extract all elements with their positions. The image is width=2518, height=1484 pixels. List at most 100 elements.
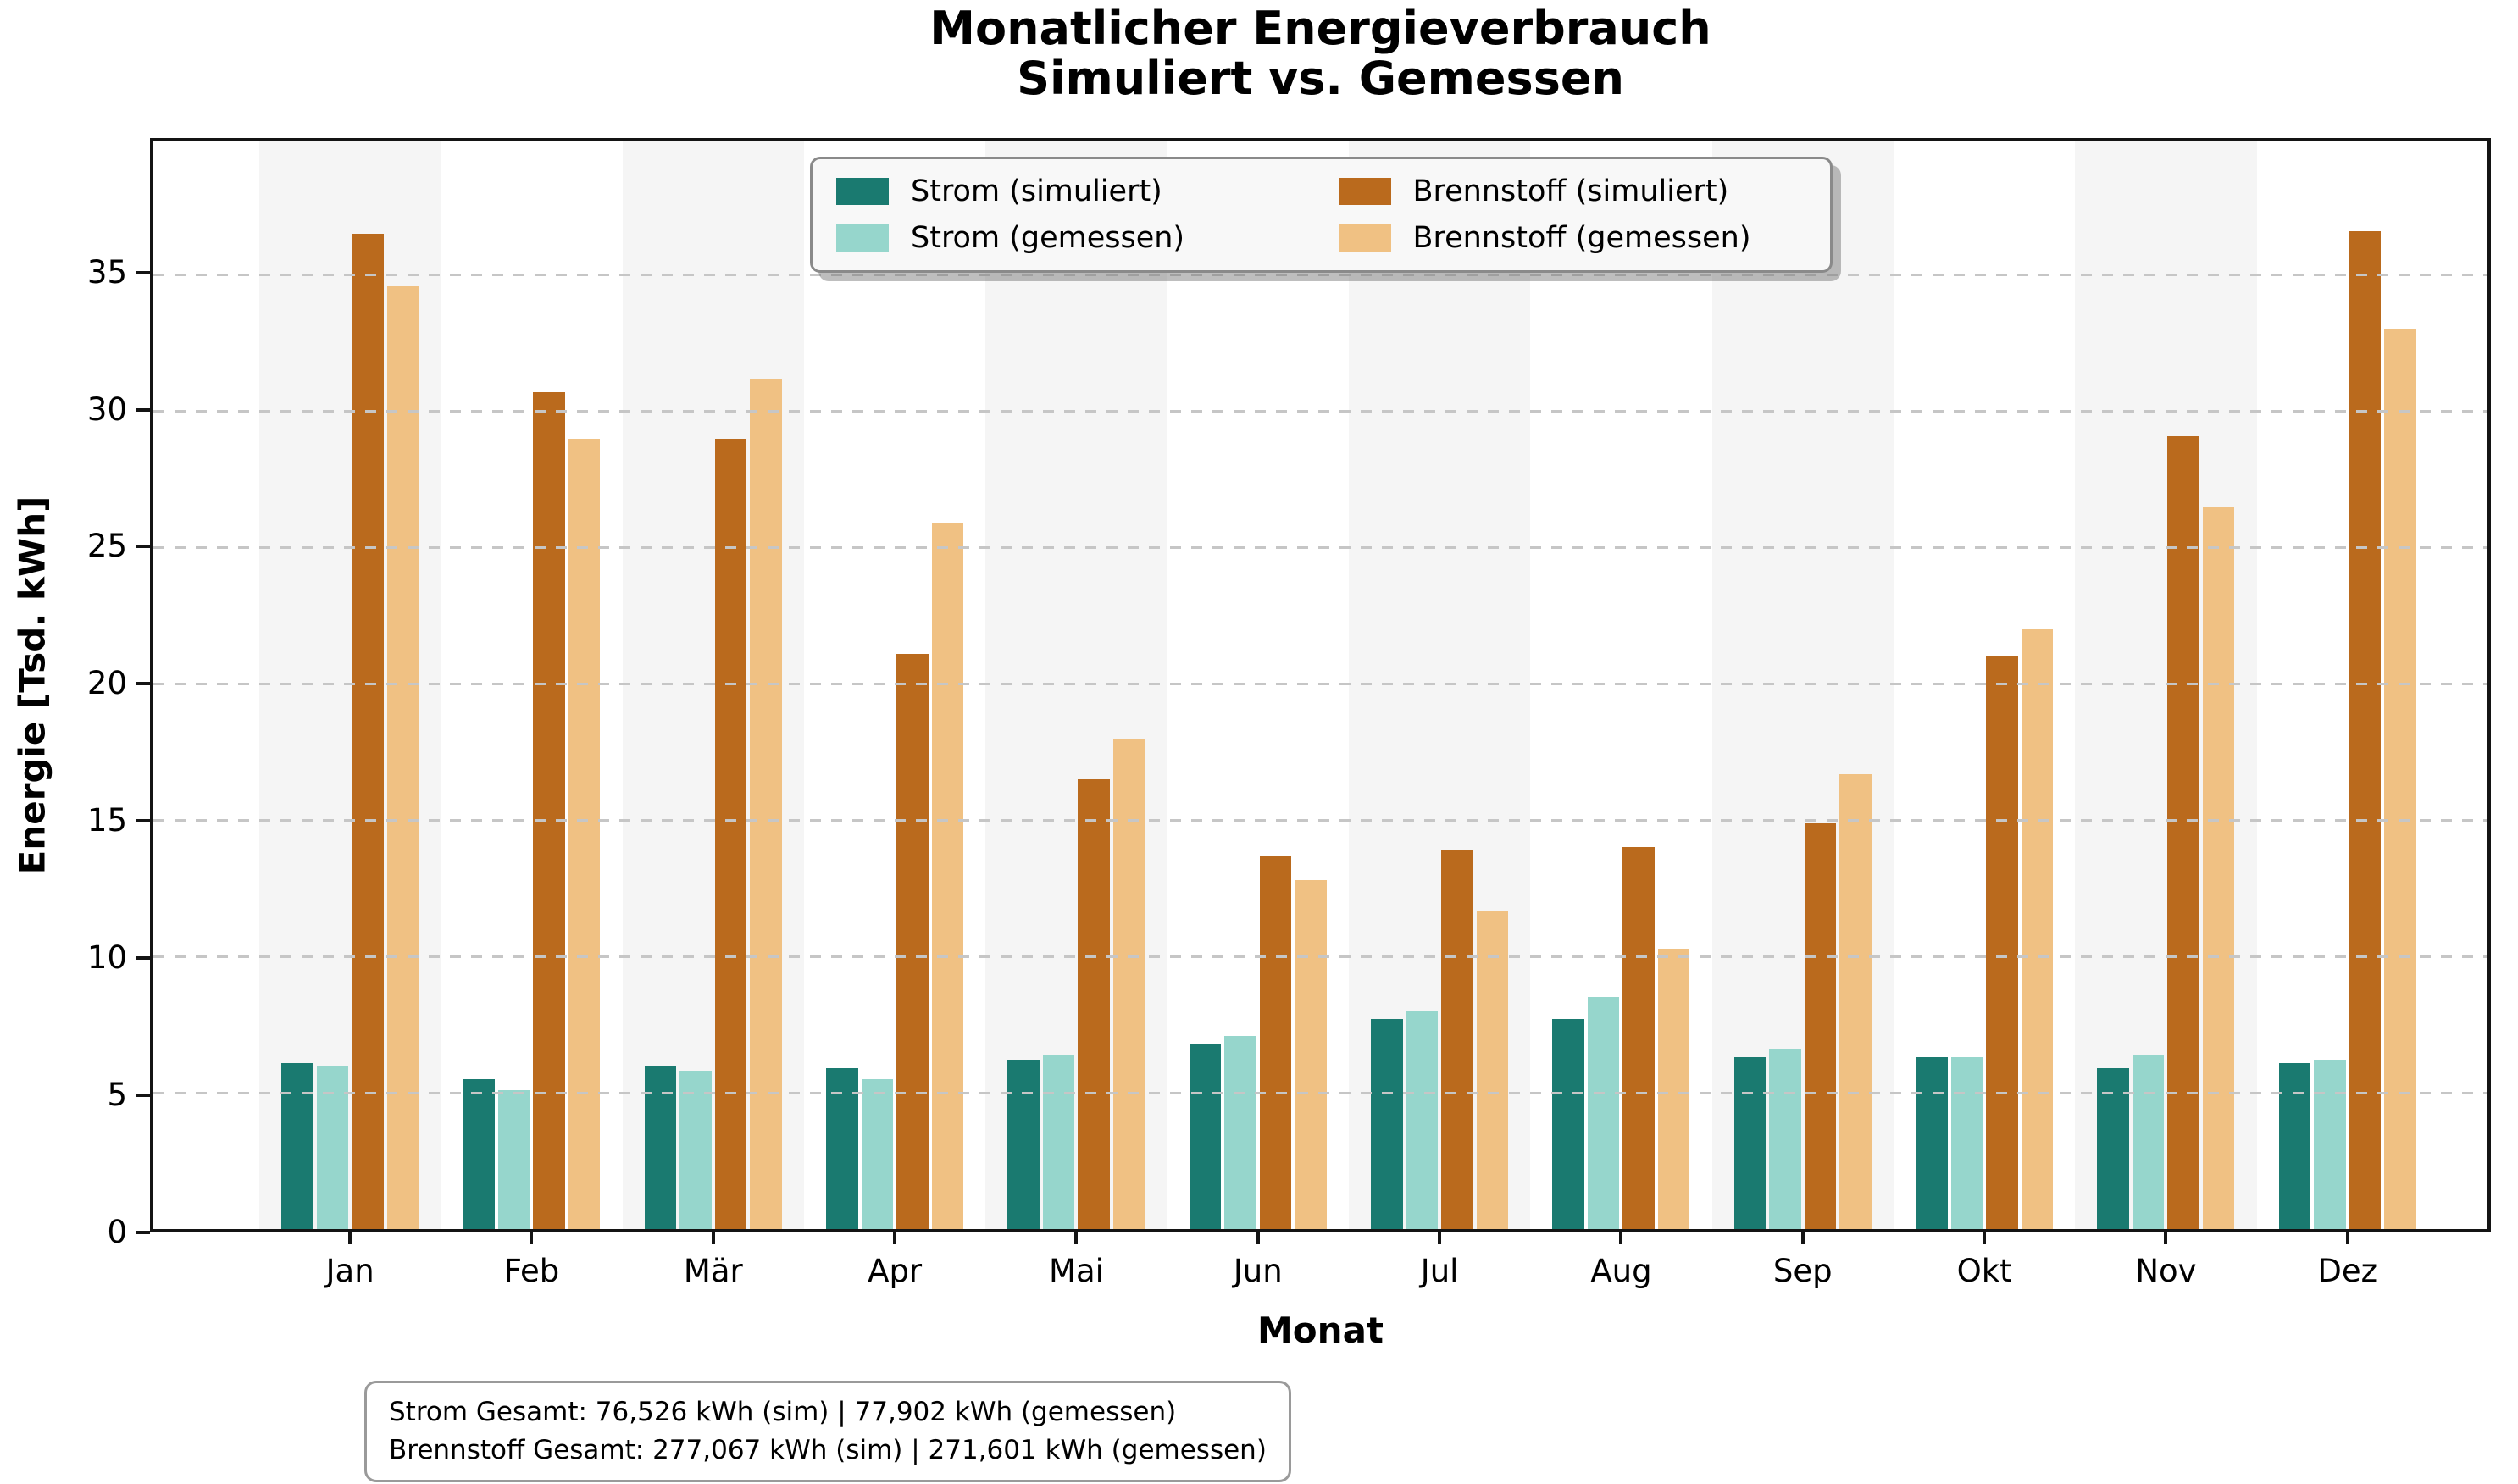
y-tick-label-25: 25 — [86, 528, 127, 565]
bar-brennstoff-simuliert-dez — [2349, 231, 2382, 1229]
month-slot-mai: Mai — [985, 141, 1167, 1289]
bar-brennstoff-gemessen-apr — [931, 523, 964, 1229]
bar-group-aug — [1530, 141, 1711, 1229]
chart-title-line2: Simuliert vs. Gemessen — [1017, 52, 1624, 106]
month-slot-sep: Sep — [1711, 141, 1894, 1289]
y-tick-label-15: 15 — [86, 802, 127, 839]
bar-strom-gemessen-apr — [861, 1079, 894, 1229]
month-slot-okt: Okt — [1894, 141, 2075, 1289]
bar-brennstoff-simuliert-apr — [896, 654, 929, 1229]
gridline-y-20 — [153, 682, 2487, 685]
bar-brennstoff-gemessen-nov — [2202, 507, 2235, 1229]
legend-item-brennstoff-simuliert: Brennstoff (simuliert) — [1338, 174, 1807, 208]
bar-group-m-r — [623, 141, 804, 1229]
x-tick-mark-mai — [1074, 1232, 1079, 1244]
y-tick-mark-20 — [136, 682, 150, 686]
bar-group-jul — [1349, 141, 1530, 1229]
month-slot-jun: Jun — [1167, 141, 1349, 1289]
bar-group-dez — [2257, 141, 2438, 1229]
x-tick-mark-feb — [530, 1232, 534, 1244]
bar-strom-simuliert-jan — [281, 1062, 313, 1229]
legend-swatch-icon — [1338, 177, 1391, 205]
bar-brennstoff-gemessen-jul — [1476, 910, 1509, 1229]
y-tick-mark-0 — [136, 1231, 150, 1234]
chart-title: Monatlicher Energieverbrauch Simuliert v… — [150, 3, 2491, 104]
bar-group-feb — [441, 141, 622, 1229]
bar-strom-gemessen-aug — [1587, 997, 1620, 1229]
bar-group-jan — [259, 141, 441, 1229]
gridline-y-5 — [153, 1091, 2487, 1094]
legend-label: Brennstoff (simuliert) — [1412, 174, 1729, 208]
bar-strom-simuliert-nov — [2097, 1068, 2129, 1229]
x-tick-mark-m-r — [711, 1232, 715, 1244]
legend-swatch-icon — [836, 224, 889, 252]
x-tick-mark-jan — [348, 1232, 352, 1244]
bar-group-apr — [804, 141, 985, 1229]
bar-strom-gemessen-mai — [1042, 1055, 1075, 1229]
bar-brennstoff-gemessen-sep — [1839, 773, 1872, 1229]
gridline-y-30 — [153, 410, 2487, 413]
month-slot-apr: Apr — [804, 141, 985, 1289]
y-tick-label-0: 0 — [107, 1214, 127, 1250]
x-tick-label-dez: Dez — [2317, 1253, 2378, 1289]
x-tick-label-jan: Jan — [325, 1253, 374, 1289]
bar-brennstoff-simuliert-jun — [1259, 856, 1292, 1229]
bar-strom-simuliert-sep — [1733, 1057, 1766, 1229]
y-tick-mark-30 — [136, 407, 150, 412]
x-tick-mark-nov — [2164, 1232, 2168, 1244]
y-tick-label-30: 30 — [86, 390, 127, 428]
bar-strom-simuliert-feb — [463, 1079, 495, 1229]
month-slot-aug: Aug — [1530, 141, 1711, 1289]
bar-brennstoff-simuliert-jul — [1441, 850, 1473, 1229]
x-tick-label-jul: Jul — [1420, 1253, 1459, 1289]
bar-brennstoff-simuliert-mai — [1078, 779, 1110, 1229]
month-slot-jan: Jan — [259, 141, 441, 1289]
bar-strom-simuliert-okt — [1916, 1057, 1948, 1229]
bar-brennstoff-simuliert-aug — [1622, 847, 1655, 1229]
bar-group-nov — [2075, 141, 2256, 1229]
x-tick-label-aug: Aug — [1590, 1253, 1652, 1289]
bar-strom-simuliert-aug — [1552, 1019, 1584, 1229]
x-tick-label-sep: Sep — [1772, 1253, 1833, 1289]
month-slot-feb: Feb — [441, 141, 622, 1289]
legend-item-brennstoff-gemessen: Brennstoff (gemessen) — [1338, 221, 1807, 256]
x-tick-label-jun: Jun — [1233, 1253, 1283, 1289]
bar-group-jun — [1167, 141, 1349, 1229]
bar-brennstoff-simuliert-okt — [1986, 656, 2018, 1229]
legend-label: Brennstoff (gemessen) — [1412, 221, 1751, 256]
bar-strom-gemessen-jun — [1224, 1035, 1256, 1229]
legend-label: Strom (simuliert) — [911, 174, 1162, 208]
x-tick-label-okt: Okt — [1956, 1253, 2012, 1289]
y-tick-mark-10 — [136, 956, 150, 961]
month-slot-dez: Dez — [2257, 141, 2438, 1289]
bar-brennstoff-simuliert-jan — [352, 234, 384, 1229]
bar-strom-gemessen-m-r — [679, 1071, 712, 1229]
bar-strom-simuliert-m-r — [644, 1065, 677, 1229]
bar-strom-simuliert-apr — [826, 1068, 858, 1229]
bar-brennstoff-gemessen-jan — [386, 285, 419, 1229]
bar-brennstoff-gemessen-m-r — [750, 378, 782, 1229]
x-tick-mark-dez — [2345, 1232, 2349, 1244]
x-tick-label-feb: Feb — [503, 1253, 560, 1289]
bar-strom-simuliert-dez — [2278, 1062, 2311, 1229]
y-tick-label-35: 35 — [86, 253, 127, 291]
bar-strom-simuliert-mai — [1007, 1060, 1040, 1229]
bar-strom-gemessen-dez — [2314, 1060, 2346, 1229]
bar-brennstoff-simuliert-sep — [1804, 822, 1837, 1229]
bar-group-mai — [985, 141, 1167, 1229]
bar-group-sep — [1712, 141, 1894, 1229]
gridline-y-25 — [153, 546, 2487, 549]
x-tick-label-mai: Mai — [1049, 1253, 1104, 1289]
x-tick-mark-jun — [1256, 1232, 1260, 1244]
x-tick-label-apr: Apr — [868, 1253, 923, 1289]
x-tick-mark-aug — [1619, 1232, 1623, 1244]
bar-strom-simuliert-jul — [1371, 1019, 1403, 1229]
legend-item-strom-gemessen: Strom (gemessen) — [836, 221, 1305, 255]
month-slot-nov: Nov — [2075, 141, 2257, 1289]
bar-brennstoff-gemessen-okt — [2021, 629, 2054, 1229]
bar-brennstoff-gemessen-dez — [2384, 329, 2416, 1229]
legend-swatch-icon — [1338, 224, 1391, 252]
gridline-y-10 — [153, 955, 2487, 958]
y-tick-mark-15 — [136, 819, 150, 823]
bar-brennstoff-simuliert-nov — [2167, 435, 2199, 1229]
